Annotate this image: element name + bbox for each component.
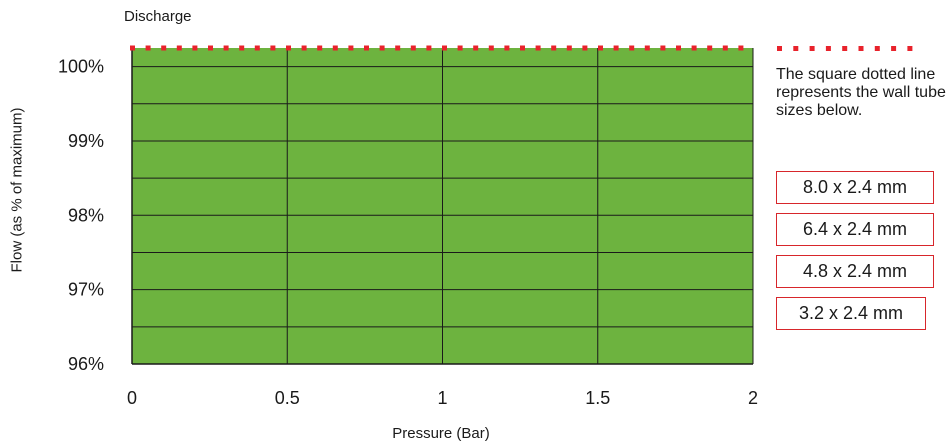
series-line-dot: [130, 45, 135, 51]
legend-dot: [907, 46, 913, 51]
legend-dot: [809, 46, 815, 51]
tube-size-list: 8.0 x 2.4 mm 6.4 x 2.4 mm 4.8 x 2.4 mm 3…: [776, 171, 936, 339]
series-line-dot: [208, 45, 213, 51]
series-line-dot: [254, 45, 260, 51]
y-axis-tick-labels: 96% 97% 98% 99% 100%: [58, 57, 104, 374]
chart-title: Discharge: [124, 8, 192, 25]
series-line-dot: [223, 45, 229, 51]
series-line-dot: [192, 45, 198, 51]
x-tick-label: 1: [437, 388, 447, 408]
legend-description: The square dotted line represents the wa…: [776, 66, 946, 119]
series-line-dot: [644, 45, 650, 51]
series-line-dot: [457, 45, 463, 51]
series-line-dot: [598, 45, 603, 51]
x-axis-tick-labels: 0 0.5 1 1.5 2: [127, 388, 758, 408]
legend-dotted-line-icon: [777, 46, 913, 51]
series-line-dot: [629, 45, 635, 51]
series-line-dot: [239, 45, 245, 51]
grid-lines: [131, 48, 754, 365]
x-tick-label: 0.5: [275, 388, 300, 408]
legend-dot: [858, 46, 864, 51]
series-line-dot: [442, 45, 447, 51]
series-line-dot: [582, 45, 588, 51]
square-dotted-line: [130, 45, 744, 51]
series-line-dot: [332, 45, 338, 51]
tube-size-box: 8.0 x 2.4 mm: [776, 171, 934, 204]
legend-dot: [874, 46, 880, 51]
series-line-dot: [379, 45, 385, 51]
x-tick-label: 0: [127, 388, 137, 408]
x-tick-label: 1.5: [585, 388, 610, 408]
series-line-dot: [176, 45, 182, 51]
y-tick-label: 99%: [68, 131, 104, 151]
series-line-dot: [348, 45, 354, 51]
series-line-dot: [364, 45, 369, 51]
series-line-dot: [520, 45, 525, 51]
y-tick-label: 100%: [58, 57, 104, 77]
series-line-dot: [691, 45, 697, 51]
series-line-dot: [145, 45, 151, 51]
series-line-dot: [551, 45, 557, 51]
series-line-dot: [676, 45, 681, 51]
series-line-dot: [722, 45, 728, 51]
legend-dot: [842, 46, 848, 51]
series-line-dot: [426, 45, 432, 51]
y-tick-label: 97%: [68, 280, 104, 300]
legend-dot: [793, 46, 799, 51]
series-line-dot: [488, 45, 494, 51]
legend-dot: [891, 46, 897, 51]
series-line-dot: [504, 45, 510, 51]
series-line-dot: [301, 45, 307, 51]
series-line-dot: [660, 45, 666, 51]
legend-dot: [825, 46, 831, 51]
series-line-dot: [535, 45, 541, 51]
series-line-dot: [286, 45, 291, 51]
tube-size-box: 6.4 x 2.4 mm: [776, 213, 934, 246]
series-line-dot: [395, 45, 401, 51]
y-tick-label: 98%: [68, 205, 104, 225]
x-axis-label: Pressure (Bar): [392, 425, 490, 442]
legend-dot: [777, 46, 782, 51]
series-line-dot: [317, 45, 323, 51]
series-line-dot: [707, 45, 713, 51]
series-line-dot: [473, 45, 479, 51]
series-line-dot: [613, 45, 619, 51]
y-axis-label: Flow (as % of maximum): [8, 107, 26, 273]
x-tick-label: 2: [748, 388, 758, 408]
tube-size-box: 3.2 x 2.4 mm: [776, 297, 926, 330]
series-line-dot: [270, 45, 276, 51]
y-tick-label: 96%: [68, 354, 104, 374]
series-line-dot: [738, 45, 744, 51]
tube-size-box: 4.8 x 2.4 mm: [776, 255, 934, 288]
series-line-dot: [161, 45, 167, 51]
series-line-dot: [566, 45, 572, 51]
series-line-dot: [410, 45, 416, 51]
